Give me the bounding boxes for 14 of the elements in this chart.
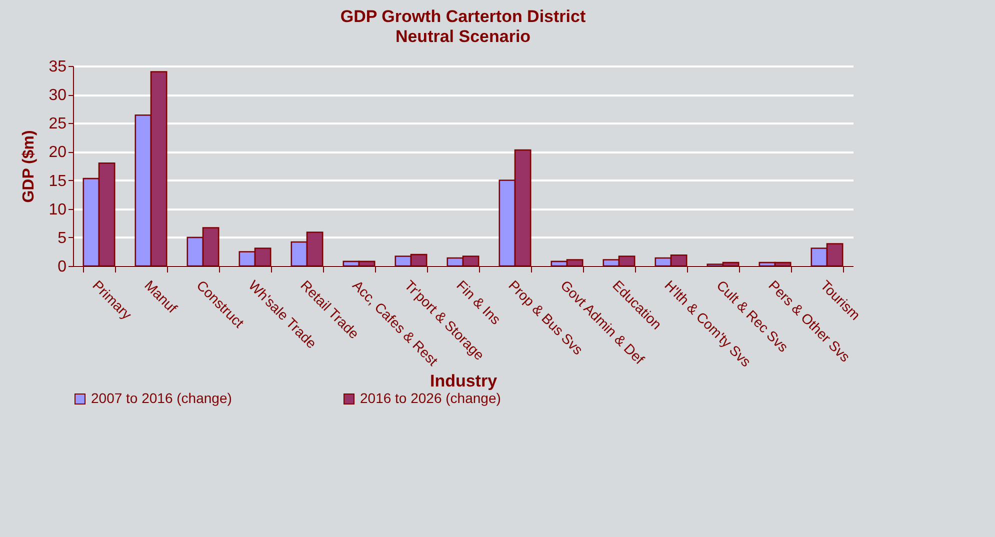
y-tick-label: 20 — [48, 144, 67, 162]
chart-subtitle: Neutral Scenario — [395, 27, 531, 46]
y-tick-label: 35 — [48, 58, 67, 76]
y-tick-label: 10 — [48, 201, 67, 218]
y-tick-label: 15 — [48, 172, 67, 190]
legend-label: 2007 to 2016 (change) — [91, 390, 232, 406]
legend-label: 2016 to 2026 (change) — [360, 390, 501, 406]
y-tick-label: 5 — [58, 230, 67, 247]
y-tick-label: 25 — [48, 116, 67, 133]
chart-title: GDP Growth Carterton District — [340, 7, 586, 26]
x-axis-title: Industry — [430, 372, 498, 391]
y-axis-title: GDP ($m) — [20, 130, 38, 203]
y-tick-label: 0 — [58, 258, 67, 276]
y-tick-label: 30 — [48, 87, 67, 104]
